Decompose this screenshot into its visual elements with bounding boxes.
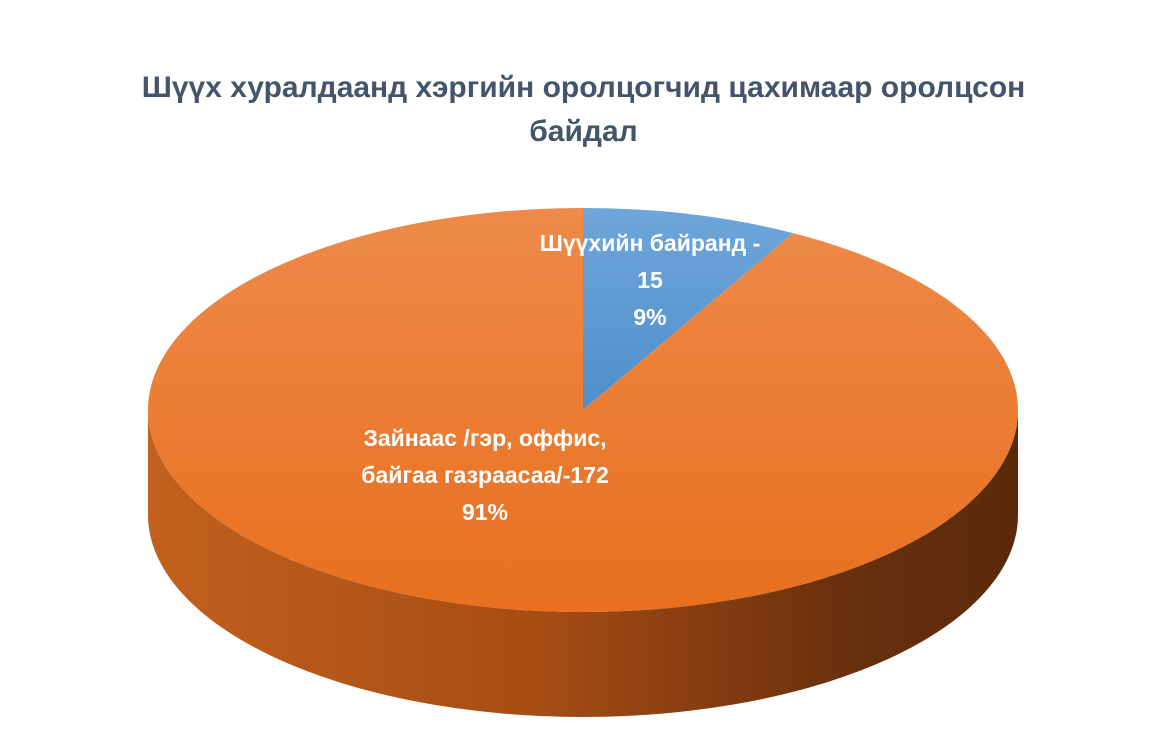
- pie-slice-remote: [147, 208, 1018, 612]
- data-label-remote-percent: 91%: [461, 499, 509, 525]
- data-label-remote-line-2: байгаа газраасаа/-172: [361, 462, 609, 488]
- chart-title-line-1: Шүүх хуралдаанд хэргийн оролцогчид цахим…: [141, 71, 1026, 104]
- pie-side-wall: [148, 410, 1018, 717]
- data-label-remote: Зайнаас /гэр, оффис, байгаа газраасаа/-1…: [285, 420, 685, 531]
- pie-top-face: [147, 208, 1018, 612]
- data-label-courthouse: Шүүхийн байранд - 15 9%: [500, 225, 800, 336]
- pie-side-orange: [148, 410, 1018, 717]
- data-label-remote-line-1: Зайнаас /гэр, оффис,: [363, 425, 607, 451]
- pie-slice-courthouse: [583, 208, 794, 410]
- chart-title-line-2: байдал: [529, 115, 638, 148]
- data-label-courthouse-percent: 9%: [633, 304, 667, 330]
- data-label-courthouse-line-1: Шүүхийн байранд -: [539, 230, 761, 256]
- data-label-courthouse-line-2: 15: [637, 267, 663, 293]
